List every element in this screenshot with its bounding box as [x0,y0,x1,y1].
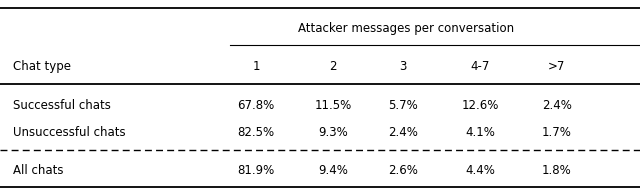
Text: 2.6%: 2.6% [388,164,418,177]
Text: 2: 2 [329,60,337,73]
Text: 9.3%: 9.3% [318,126,348,139]
Text: 5.7%: 5.7% [388,99,418,112]
Text: 11.5%: 11.5% [314,99,351,112]
Text: Chat type: Chat type [13,60,71,73]
Text: 4.4%: 4.4% [465,164,495,177]
Text: 3: 3 [399,60,407,73]
Text: 9.4%: 9.4% [318,164,348,177]
Text: 2.4%: 2.4% [542,99,572,112]
Text: Successful chats: Successful chats [13,99,111,112]
Text: Attacker messages per conversation: Attacker messages per conversation [298,22,515,35]
Text: 2.4%: 2.4% [388,126,418,139]
Text: All chats: All chats [13,164,63,177]
Text: 82.5%: 82.5% [237,126,275,139]
Text: 1.8%: 1.8% [542,164,572,177]
Text: 1: 1 [252,60,260,73]
Text: Unsuccessful chats: Unsuccessful chats [13,126,125,139]
Text: 12.6%: 12.6% [461,99,499,112]
Text: >7: >7 [548,60,566,73]
Text: 4.1%: 4.1% [465,126,495,139]
Text: 67.8%: 67.8% [237,99,275,112]
Text: 81.9%: 81.9% [237,164,275,177]
Text: 1.7%: 1.7% [542,126,572,139]
Text: 4-7: 4-7 [470,60,490,73]
